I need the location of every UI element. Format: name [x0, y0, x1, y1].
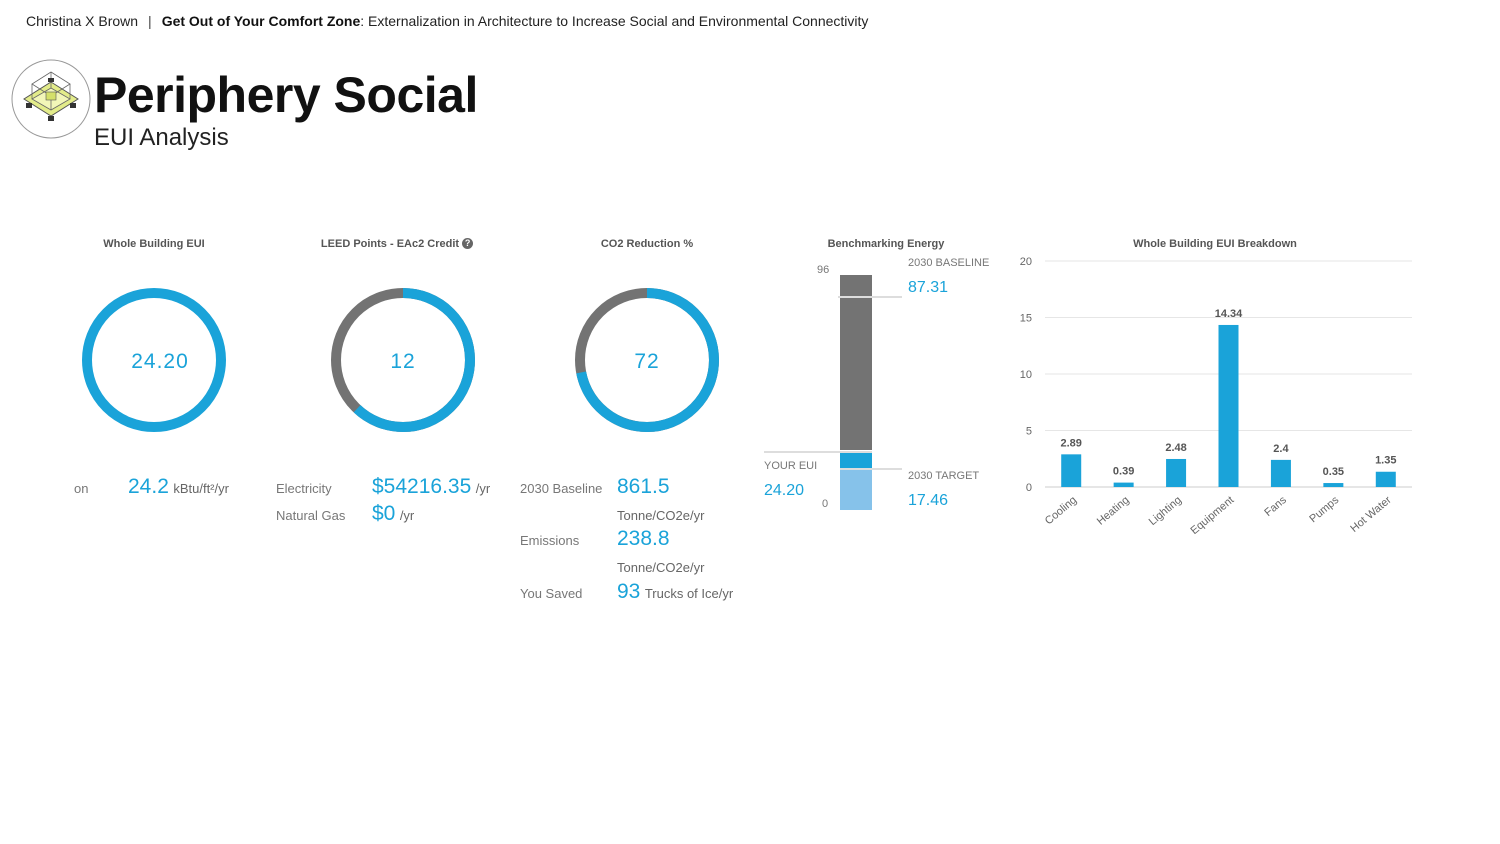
co2-emissions-value: 238.8 [617, 527, 670, 550]
category-label: Hot Water [1348, 494, 1394, 535]
eui-breakdown-chart: 0 5 10 15 20 2.89 Cooling 0.39 Heating 2.48 Lighti… [1020, 256, 1412, 537]
question-circle-icon[interactable]: ? [462, 238, 474, 249]
co2-ring-gauge [575, 288, 719, 432]
eui-ring-fill [82, 288, 226, 432]
eui-row-value: 24.2 [128, 475, 169, 498]
bar [1323, 483, 1344, 487]
co2-ring-fill [575, 288, 719, 432]
leed-card-title: LEED Points - EAc2 Credit? [297, 238, 497, 250]
electricity-label: Electricity [276, 481, 332, 496]
category-label: Lighting [1147, 494, 1184, 528]
benchmark-axis-min: 0 [822, 498, 829, 510]
category-label: Cooling [1043, 494, 1079, 527]
bar [1270, 459, 1291, 487]
bar-value-label: 2.4 [1273, 443, 1289, 455]
benchmark-baseline-bar [840, 275, 872, 450]
benchmark-bar-chart [764, 275, 902, 510]
eui-card-title: Whole Building EUI [103, 238, 205, 250]
benchmark-baseline-label: 2030 BASELINE [908, 257, 990, 269]
natural-gas-label: Natural Gas [276, 508, 346, 523]
thesis-title-bold: Get Out of Your Comfort Zone [161, 13, 361, 29]
co2-baseline-label: 2030 Baseline [520, 481, 603, 496]
natural-gas-unit: /yr [399, 508, 415, 523]
electricity-value: $54216.35 [372, 475, 472, 498]
y-tick-label: 0 [1026, 482, 1032, 494]
co2-saved-label: You Saved [520, 586, 583, 601]
y-tick-label: 10 [1020, 369, 1032, 381]
co2-saved-value: 93 [617, 580, 641, 603]
leed-ring-gauge [331, 288, 475, 432]
category-label: Heating [1095, 494, 1132, 528]
natural-gas-value-group: $0 /yr [372, 502, 414, 526]
y-tick-label: 20 [1020, 256, 1032, 268]
benchmark-card-title: Benchmarking Energy [827, 238, 945, 250]
eui-row-label: on [74, 481, 89, 496]
bar-value-label: 2.89 [1061, 437, 1082, 449]
bar [1375, 471, 1396, 487]
category-label: Pumps [1307, 494, 1341, 526]
page-title: Periphery Social [94, 67, 478, 123]
co2-baseline-value: 861.5 [617, 475, 670, 498]
eui-ring-value: 24.20 [131, 350, 189, 373]
benchmark-your-eui-bar [840, 452, 872, 468]
leed-ring-fill [331, 288, 475, 432]
bar [1218, 324, 1239, 487]
eui-row-value-group: 24.2 kBtu/ft²/yr [128, 475, 229, 499]
benchmark-target-value: 17.46 [908, 492, 949, 509]
natural-gas-value: $0 [372, 502, 396, 525]
benchmark-target-bar [840, 468, 872, 510]
header-line: Christina X Brown | Get Out of Your Comfor… [26, 13, 868, 29]
leed-ring-value: 12 [390, 350, 416, 373]
electricity-value-group: $54216.35 /yr [372, 475, 490, 499]
header-separator: | [148, 13, 152, 29]
eui-row-unit: kBtu/ft²/yr [173, 481, 229, 496]
y-tick-label: 5 [1026, 426, 1032, 438]
bar [1061, 454, 1082, 487]
co2-ring-value: 72 [634, 350, 660, 373]
benchmark-baseline-value: 87.31 [908, 279, 949, 296]
bar-value-label: 14.34 [1215, 308, 1243, 320]
co2-saved-unit: Trucks of Ice/yr [644, 586, 734, 601]
eui-ring-gauge [82, 288, 226, 432]
author-name: Christina X Brown [26, 13, 139, 29]
bar-value-label: 1.35 [1375, 455, 1396, 467]
benchmark-axis-max: 96 [817, 264, 830, 276]
co2-emissions-label: Emissions [520, 533, 580, 548]
co2-emissions-unit: Tonne/CO2e/yr [617, 560, 705, 575]
y-tick-label: 15 [1020, 313, 1032, 325]
benchmark-your-eui-label: YOUR EUI [764, 460, 818, 472]
category-label: Equipment [1188, 494, 1236, 537]
thesis-title-rest: : Externalization in Architecture to Inc… [360, 13, 869, 29]
category-label: Fans [1262, 494, 1289, 519]
benchmark-target-label: 2030 TARGET [908, 470, 980, 482]
electricity-unit: /yr [475, 481, 491, 496]
co2-baseline-unit: Tonne/CO2e/yr [617, 508, 705, 523]
benchmark-your-eui-value: 24.20 [764, 482, 805, 499]
bar [1113, 482, 1134, 487]
page-subtitle: EUI Analysis [94, 124, 229, 151]
bar-value-label: 0.39 [1113, 466, 1134, 478]
bar [1166, 458, 1187, 487]
co2-card-title: CO2 Reduction % [600, 238, 694, 250]
leed-card-title-text: LEED Points - EAc2 Credit [320, 238, 460, 250]
bar-value-label: 0.35 [1323, 466, 1344, 478]
building-logo-icon [11, 59, 91, 139]
eui-breakdown-title: Whole Building EUI Breakdown [1133, 238, 1297, 250]
bar-value-label: 2.48 [1165, 442, 1186, 454]
co2-saved-value-group: 93 Trucks of Ice/yr [617, 580, 733, 604]
